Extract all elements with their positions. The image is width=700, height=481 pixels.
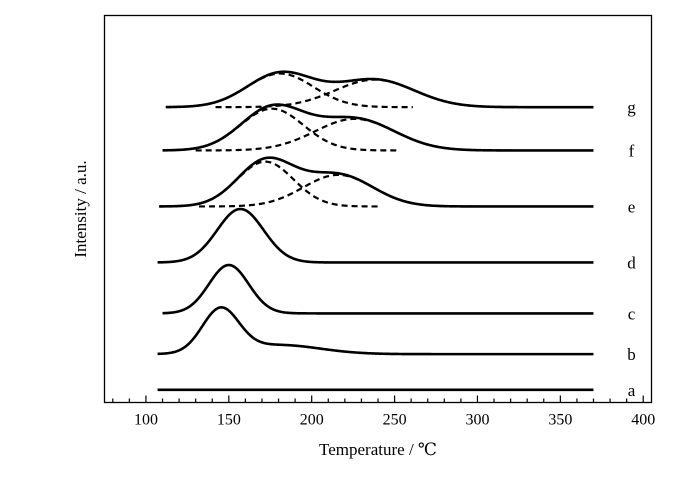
fit-peak-e-2	[198, 173, 478, 208]
curve-d	[157, 207, 594, 264]
curve-e	[158, 156, 594, 208]
x-axis-ticks	[112, 395, 644, 403]
y-axis-label: Intensity / a.u.	[71, 160, 90, 257]
x-axis-label: Temperature / ℃	[319, 440, 437, 459]
curve-f	[162, 103, 594, 152]
x-tick-label: 250	[383, 412, 407, 429]
series-label-c: c	[628, 304, 636, 323]
series-label-d: d	[627, 253, 636, 272]
curve-g	[165, 70, 594, 109]
x-tick-label: 300	[465, 412, 489, 429]
x-tick-label: 150	[217, 412, 241, 429]
curve-c	[162, 263, 594, 315]
series-label-e: e	[628, 197, 636, 216]
x-tick-label: 100	[134, 412, 158, 429]
series-label-b: b	[627, 345, 636, 364]
data-curves	[157, 70, 594, 392]
series-label-g: g	[627, 98, 636, 117]
series-label-a: a	[628, 381, 636, 400]
x-tick-label: 200	[300, 412, 324, 429]
series-label-f: f	[629, 141, 635, 160]
curve-b	[157, 306, 594, 356]
series-labels: ab c d e f g	[627, 98, 636, 400]
x-tick-label: 350	[548, 412, 572, 429]
x-axis-tick-labels: 100 150 200 250 300 350 400	[134, 412, 655, 429]
fitted-peak-curves	[159, 72, 534, 208]
fit-peak-e-1	[159, 160, 378, 208]
fit-peak-g-2	[215, 78, 534, 109]
x-tick-label: 400	[631, 412, 655, 429]
